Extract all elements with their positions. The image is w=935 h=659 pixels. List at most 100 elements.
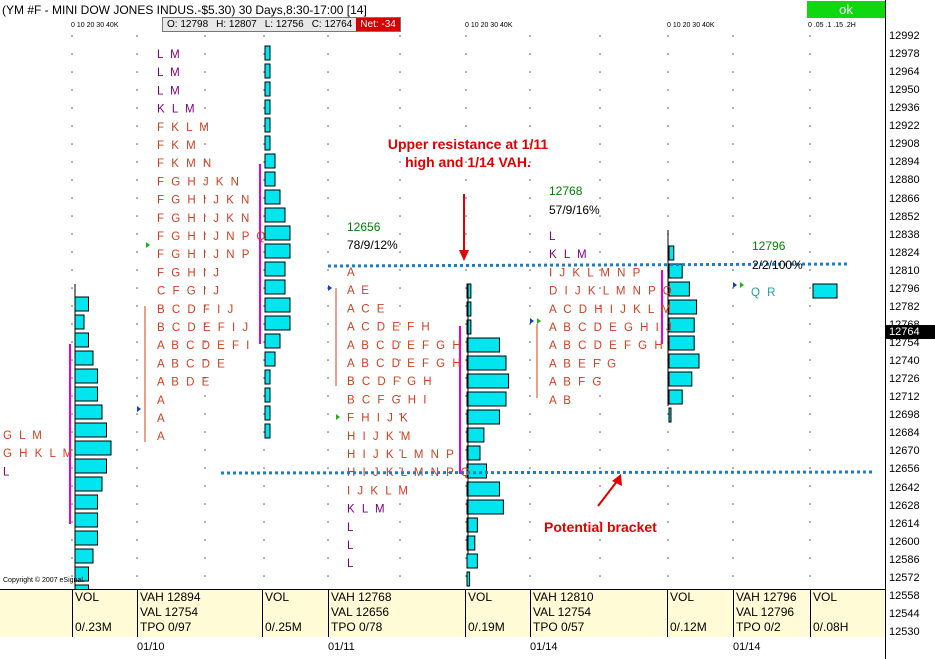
- grid-dot: [327, 377, 329, 379]
- price-tick-label: 12922: [889, 120, 920, 133]
- grid-dot: [529, 359, 531, 361]
- volume-bar: [264, 333, 281, 349]
- net-change-badge: Net: -34: [356, 18, 400, 31]
- tpo-row: L M: [157, 85, 182, 97]
- grid-dot: [599, 467, 601, 469]
- volume-bar: [74, 350, 94, 366]
- grid-dot: [529, 197, 531, 199]
- grid-dot: [399, 233, 401, 235]
- stats-line: VAH 12810: [533, 590, 594, 604]
- grid-dot: [136, 575, 138, 577]
- grid-dot: [71, 395, 73, 397]
- grid-dot: [809, 305, 811, 307]
- tpo-row: A B C D E: [157, 358, 227, 370]
- grid-dot: [809, 71, 811, 73]
- volume-bar: [74, 368, 98, 384]
- volume-bar: [668, 407, 672, 423]
- tpo-row: A B: [549, 395, 573, 407]
- price-axis[interactable]: 12992 12978 12964 12950 12936 12922 12908 12894…: [885, 0, 935, 659]
- grid-dot: [732, 305, 734, 307]
- grid-dot: [204, 485, 206, 487]
- grid-dot: [327, 341, 329, 343]
- volume-bar: [812, 283, 838, 299]
- price-tick-label: 12950: [889, 84, 920, 97]
- market-profile-chart[interactable]: L M L M L M K L M F K L M F K M F K M N F G H J…: [0, 34, 885, 590]
- grid-dot: [732, 233, 734, 235]
- grid-dot: [732, 359, 734, 361]
- grid-dot: [327, 143, 329, 145]
- price-tick-label: 12740: [889, 355, 920, 368]
- grid-dot: [136, 359, 138, 361]
- date-label: 01/14: [733, 641, 761, 653]
- grid-dot: [809, 467, 811, 469]
- tpo-row: A: [157, 413, 167, 425]
- grid-dot: [71, 107, 73, 109]
- grid-dot: [465, 215, 467, 217]
- volume-bar: [466, 373, 510, 389]
- grid-dot: [399, 215, 401, 217]
- grid-dot: [399, 539, 401, 541]
- grid-dot: [809, 197, 811, 199]
- grid-dot: [263, 287, 265, 289]
- grid-dot: [809, 323, 811, 325]
- grid-dot: [809, 557, 811, 559]
- grid-dot: [399, 413, 401, 415]
- volume-bar: [264, 99, 271, 115]
- grid-dot: [327, 557, 329, 559]
- ok-button[interactable]: ok: [807, 1, 885, 18]
- tpo-row: B C D F G H: [347, 376, 434, 388]
- grid-dot: [667, 179, 669, 181]
- grid-dot: [399, 197, 401, 199]
- stats-cell: VOL 0/.23M: [72, 590, 137, 638]
- grid-dot: [263, 359, 265, 361]
- grid-dot: [667, 521, 669, 523]
- grid-dot: [204, 341, 206, 343]
- volume-bar: [668, 245, 675, 261]
- grid-dot: [327, 233, 329, 235]
- grid-dot: [667, 35, 669, 37]
- marker-triangle: [137, 406, 141, 412]
- grid-dot: [263, 323, 265, 325]
- resistance-arrow-head: [459, 250, 469, 261]
- grid-dot: [204, 449, 206, 451]
- marker-triangle: [146, 242, 150, 248]
- volume-bar: [466, 535, 476, 551]
- tpo-row: L: [347, 522, 355, 534]
- tpo-row: F K L M: [157, 122, 211, 134]
- value-area-lines: [69, 164, 669, 590]
- price-tick-label: 12908: [889, 138, 920, 151]
- grid-dot: [71, 305, 73, 307]
- grid-dot: [465, 161, 467, 163]
- price-tick-label: 12712: [889, 391, 920, 404]
- grid-dot: [809, 359, 811, 361]
- grid-dot: [667, 89, 669, 91]
- grid-dot: [465, 143, 467, 145]
- grid-dot: [204, 431, 206, 433]
- date-label: 01/10: [137, 641, 165, 653]
- grid-dot: [327, 53, 329, 55]
- volume-bar: [466, 427, 485, 443]
- grid-dot: [465, 125, 467, 127]
- tpo-row: F K M: [157, 140, 198, 152]
- stats-line: VAH 12796: [736, 590, 797, 604]
- grid-dot: [732, 503, 734, 505]
- grid-dot: [809, 395, 811, 397]
- grid-dot: [263, 395, 265, 397]
- date-axis: 01/10 01/11 01/14 01/14: [0, 637, 885, 659]
- grid-dot: [465, 395, 467, 397]
- volume-bar: [74, 296, 89, 312]
- stats-line: VAH 12894: [140, 590, 201, 604]
- tpo-row: F G H I J N P: [157, 249, 251, 261]
- tpo-row: L: [549, 231, 557, 243]
- grid-dot: [732, 71, 734, 73]
- volume-bar: [668, 317, 695, 333]
- grid-dot: [599, 35, 601, 37]
- grid-dot: [667, 215, 669, 217]
- grid-dot: [263, 215, 265, 217]
- dot-grid: [71, 35, 811, 577]
- tpo-row: A C E: [347, 303, 386, 315]
- price-tick-label: 12614: [889, 517, 920, 530]
- grid-dot: [529, 53, 531, 55]
- stats-cell: VOL 0/.19M: [465, 590, 530, 638]
- grid-dot: [327, 305, 329, 307]
